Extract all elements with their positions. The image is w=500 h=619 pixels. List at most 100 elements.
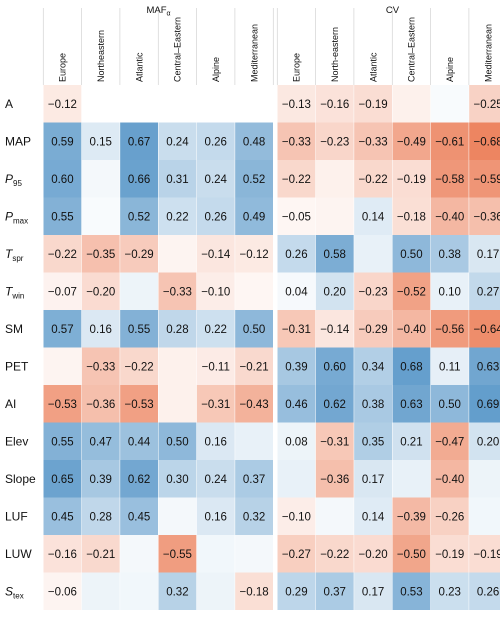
heatmap-cell bbox=[469, 347, 500, 385]
cell-value-label: −0.36 bbox=[320, 474, 349, 486]
cell-value-label: 0.28 bbox=[166, 324, 188, 336]
cell-value-label: 0.49 bbox=[243, 211, 265, 223]
heatmap-cell bbox=[235, 497, 273, 535]
cell-value-label: 0.50 bbox=[400, 249, 422, 261]
heatmap-cell bbox=[120, 460, 158, 498]
cell-value-label: −0.53 bbox=[48, 399, 77, 411]
cell-value-label: −0.21 bbox=[240, 361, 269, 373]
heatmap-cell bbox=[81, 310, 120, 348]
cell-value-label: −0.55 bbox=[163, 549, 192, 561]
heatmap-cell bbox=[315, 235, 354, 273]
cell-value-label: −0.36 bbox=[474, 211, 500, 223]
cell-value-label: −0.40 bbox=[397, 324, 426, 336]
heatmap-cell bbox=[430, 235, 469, 273]
heatmap-cell bbox=[392, 497, 431, 535]
column-label: Central–Eastern bbox=[173, 17, 183, 82]
row-labels: A MAP P95 Pmax Tspr Twin SM PET AI Elev Slope LUF LU… bbox=[5, 97, 36, 601]
cell-value-label: −0.31 bbox=[201, 399, 230, 411]
cell-value-label: 0.14 bbox=[362, 511, 385, 523]
heatmap-cell bbox=[235, 272, 273, 310]
heatmap-cell bbox=[158, 535, 197, 573]
cell-value-label: 0.10 bbox=[439, 286, 461, 298]
heatmap-cell bbox=[196, 122, 235, 160]
cell-value-label: 0.22 bbox=[166, 211, 188, 223]
heatmap-cell bbox=[43, 235, 82, 273]
heatmap-cell bbox=[43, 272, 82, 310]
cell-value-label: −0.40 bbox=[435, 211, 464, 223]
cell-value-label: −0.12 bbox=[48, 99, 77, 111]
heatmap-cell bbox=[354, 197, 392, 235]
heatmap-cell bbox=[354, 347, 392, 385]
cell-value-label: −0.49 bbox=[397, 136, 426, 148]
heatmap-cell bbox=[315, 310, 354, 348]
row-label: P95 bbox=[5, 172, 22, 188]
heatmap-cell bbox=[392, 272, 431, 310]
heatmap-cell bbox=[315, 535, 354, 573]
cell-value-label: 0.69 bbox=[477, 399, 499, 411]
cell-value-label: 0.20 bbox=[477, 436, 499, 448]
cell-value-label: −0.43 bbox=[240, 399, 269, 411]
heatmap-cell bbox=[469, 385, 500, 423]
cell-value-label: 0.48 bbox=[243, 136, 265, 148]
cell-value-label: −0.53 bbox=[125, 399, 154, 411]
cell-value-label: 0.47 bbox=[90, 436, 112, 448]
cell-value-label: −0.47 bbox=[435, 436, 464, 448]
heatmap-cell bbox=[277, 122, 316, 160]
heatmap-cell bbox=[158, 422, 197, 460]
heatmap-cell bbox=[235, 535, 273, 573]
heatmap-cell bbox=[235, 122, 273, 160]
cell-value-label: 0.26 bbox=[285, 249, 307, 261]
heatmap-cell bbox=[43, 310, 82, 348]
heatmap-cell bbox=[315, 160, 354, 198]
cell-value-label: −0.31 bbox=[282, 324, 311, 336]
cell-value-label: 0.44 bbox=[128, 436, 151, 448]
cell-value-label: 0.63 bbox=[477, 361, 499, 373]
heatmap-cell bbox=[43, 85, 82, 123]
cell-value-label: 0.26 bbox=[205, 136, 227, 148]
cell-value-label: −0.19 bbox=[359, 99, 388, 111]
heatmap-cell bbox=[158, 272, 197, 310]
cell-value-label: 0.60 bbox=[324, 361, 346, 373]
cell-value-label: 0.52 bbox=[243, 174, 265, 186]
heatmap-cell bbox=[196, 347, 235, 385]
heatmap-cell bbox=[392, 85, 431, 123]
heatmap-cell bbox=[392, 460, 431, 498]
heatmap-cell bbox=[392, 572, 431, 610]
heatmap-cell bbox=[43, 422, 82, 460]
cell-value-label: 0.22 bbox=[205, 324, 227, 336]
heatmap-cell bbox=[469, 310, 500, 348]
heatmap-cell bbox=[392, 535, 431, 573]
heatmap-cell bbox=[43, 497, 82, 535]
heatmap-cell bbox=[354, 385, 392, 423]
heatmap-cell bbox=[120, 272, 158, 310]
cell-value-label: −0.31 bbox=[320, 436, 349, 448]
heatmap-cell bbox=[354, 422, 392, 460]
cell-value-label: −0.14 bbox=[320, 324, 350, 336]
heatmap-cell bbox=[235, 385, 273, 423]
cell-value-label: 0.63 bbox=[400, 399, 422, 411]
row-label: Twin bbox=[5, 284, 24, 300]
heatmap-cell bbox=[43, 385, 82, 423]
cell-value-label: 0.60 bbox=[51, 174, 73, 186]
panel-titles: MAFα CV bbox=[146, 5, 399, 18]
cell-value-label: −0.05 bbox=[282, 211, 311, 223]
cell-value-label: −0.10 bbox=[201, 286, 230, 298]
heatmap-cell bbox=[315, 347, 354, 385]
cell-value-label: 0.21 bbox=[400, 436, 422, 448]
cell-value-label: 0.24 bbox=[166, 136, 189, 148]
row-label: PET bbox=[5, 359, 29, 373]
cell-value-label: 0.15 bbox=[90, 136, 112, 148]
cell-value-label: −0.23 bbox=[320, 136, 349, 148]
heatmap-cell bbox=[120, 422, 158, 460]
heatmap-cell bbox=[354, 160, 392, 198]
cell-value-label: 0.31 bbox=[166, 174, 188, 186]
row-label: LUF bbox=[5, 509, 28, 523]
heatmap-cell bbox=[43, 572, 82, 610]
heatmap-cell bbox=[277, 535, 316, 573]
cell-value-label: 0.66 bbox=[128, 174, 150, 186]
cell-value-label: 0.50 bbox=[243, 324, 265, 336]
heatmap-cell bbox=[43, 160, 82, 198]
heatmap-cell bbox=[277, 460, 316, 498]
cell-value-label: 0.45 bbox=[51, 511, 73, 523]
